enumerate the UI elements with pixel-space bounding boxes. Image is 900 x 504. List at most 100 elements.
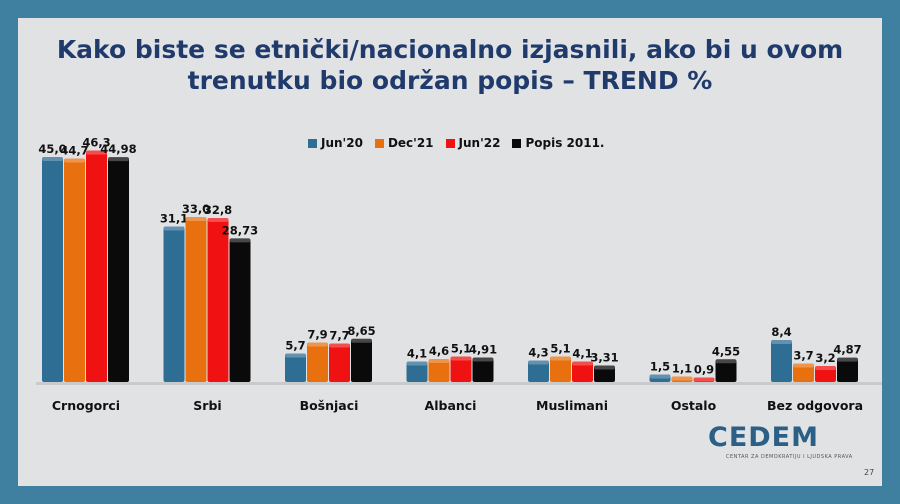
data-label: 4,3 (528, 346, 548, 360)
bar (472, 357, 494, 382)
legend-label: Jun'20 (321, 136, 363, 150)
bar (229, 238, 251, 382)
bar-highlight (351, 338, 372, 343)
data-label: 44,98 (100, 142, 136, 156)
legend-label: Dec'21 (387, 136, 434, 150)
data-label: 8,65 (347, 324, 375, 338)
chart-legend: Jun'20 Dec'21 Jun'22 Popis 2011. (308, 136, 605, 150)
data-label: 33,0 (182, 202, 210, 216)
bar-highlight (428, 359, 450, 363)
data-label: 3,31 (590, 350, 618, 364)
data-label: 31,1 (160, 212, 188, 226)
bar-highlight (693, 377, 715, 382)
data-label: 3,7 (793, 349, 813, 363)
bar (528, 360, 549, 382)
bar (307, 342, 328, 382)
bar (572, 361, 593, 382)
bar-highlight (406, 361, 428, 366)
bar (815, 366, 836, 382)
bar (450, 356, 472, 382)
bar-highlight (207, 218, 229, 222)
bar (185, 217, 207, 382)
bar (285, 353, 306, 382)
slide: Kako biste se etnički/nacionalno izjasni… (18, 18, 882, 486)
bar-highlight (329, 343, 350, 348)
bar-highlight (472, 357, 494, 362)
bar (550, 356, 571, 382)
data-label: 44,7 (60, 144, 88, 158)
legend-label: Popis 2011. (525, 136, 605, 150)
data-label: 7,7 (329, 329, 349, 343)
bar-highlight (185, 217, 207, 221)
category-label: Ostalo (671, 398, 717, 413)
bar (594, 365, 615, 382)
data-label: 5,7 (285, 339, 305, 353)
title-line-2: trenutku bio održan popis – TREND % (187, 66, 713, 95)
cedem-logo-subtitle: CENTAR ZA DEMOKRATIJU I LJUDSKA PRAVA (726, 454, 853, 460)
bar-chart: 45,044,746,344,98 Crnogorci 31,133,032,8 28… (36, 136, 882, 413)
cedem-logo: CEDEM (708, 422, 819, 453)
data-label: 4,91 (469, 342, 497, 356)
data-label: 28,73 (222, 223, 258, 237)
data-label: 45,0 (38, 142, 66, 156)
category-label: Crnogorci (52, 398, 120, 413)
legend-item-2: Dec'21 (374, 136, 434, 150)
bar (163, 226, 185, 382)
bar-highlight (64, 158, 85, 163)
data-label: 46,3 (82, 136, 110, 150)
data-label: 0,9 (694, 363, 714, 377)
legend-swatch (374, 138, 384, 148)
bar (649, 374, 671, 382)
bar-highlight (550, 356, 571, 361)
bar-highlight (671, 376, 693, 381)
chart-title: Kako biste se etnički/nacionalno izjasni… (18, 34, 882, 96)
bar (771, 340, 792, 382)
page-number: 27 (864, 468, 875, 477)
data-label: 5,1 (451, 342, 471, 356)
bar-highlight (837, 357, 858, 362)
bar-highlight (793, 363, 814, 368)
bar-highlight (594, 365, 615, 370)
data-label: 4,1 (407, 347, 427, 361)
category-label: Bez odgovora (767, 398, 863, 413)
bar (693, 377, 715, 382)
data-label: 4,55 (712, 344, 740, 358)
legend-item-4: Popis 2011. (512, 136, 605, 150)
bar-highlight (285, 353, 306, 358)
legend-swatch (512, 138, 522, 148)
data-label: 4,6 (429, 344, 449, 358)
data-label: 3,2 (815, 351, 835, 365)
data-label: 8,4 (771, 325, 791, 339)
bar (64, 158, 85, 382)
bar (671, 376, 693, 382)
bar (86, 150, 107, 382)
bar-highlight (108, 157, 129, 162)
bar-highlight (86, 150, 107, 155)
legend-item-1: Jun'20 (308, 136, 363, 150)
bar (207, 218, 229, 382)
legend-item-3: Jun'22 (445, 136, 501, 150)
bar-highlight (649, 374, 671, 379)
bar-highlight (572, 361, 593, 366)
chart-baseline (36, 382, 882, 385)
data-label: 4,87 (833, 343, 861, 357)
bar (329, 343, 350, 382)
data-label: 1,5 (650, 360, 670, 374)
category-label: Albanci (425, 398, 477, 413)
bar (793, 363, 814, 382)
bar-highlight (229, 238, 251, 243)
title-line-1: Kako biste se etnički/nacionalno izjasni… (56, 35, 844, 64)
bar-highlight (163, 226, 185, 231)
bar (837, 357, 858, 382)
bar-highlight (815, 366, 836, 370)
bar-highlight (42, 157, 63, 161)
bar-highlight (307, 342, 328, 347)
legend-label: Jun'22 (458, 136, 501, 150)
bar (42, 157, 63, 382)
bar (406, 361, 428, 382)
category-label: Srbi (193, 398, 221, 413)
bar-highlight (715, 359, 737, 364)
legend-swatch (308, 138, 317, 148)
bar (715, 359, 737, 382)
data-label: 5,1 (550, 342, 570, 356)
